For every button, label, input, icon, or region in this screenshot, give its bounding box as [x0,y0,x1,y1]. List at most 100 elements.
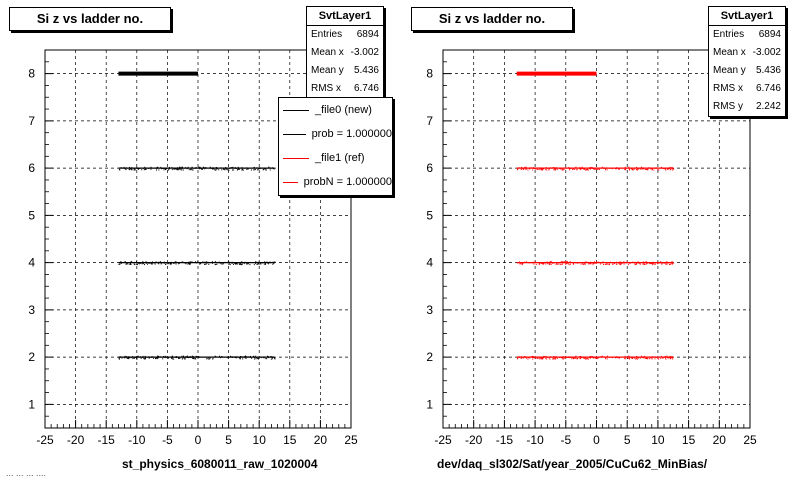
data-point [254,358,256,360]
data-point [230,355,232,357]
data-point [554,167,556,169]
data-point [256,357,258,359]
data-point [221,169,223,171]
data-point [639,168,641,170]
data-point [672,167,674,169]
data-point [647,358,649,360]
data-point [540,356,542,358]
data-point [173,168,175,170]
data-point [133,357,135,359]
data-point [209,356,211,358]
data-point [183,356,185,358]
data-point [226,356,228,358]
data-point [667,262,669,264]
data-point [605,167,607,169]
data-point [119,262,121,264]
data-point [565,261,567,263]
data-point [195,261,196,263]
data-point [572,169,574,171]
data-point [589,263,591,265]
data-point [199,166,201,168]
data-point [567,263,569,265]
data-point [214,355,216,357]
data-point [254,356,256,358]
data-point [554,358,556,360]
data-point [597,167,599,169]
data-point [244,356,246,358]
data-point [267,262,269,264]
data-point [650,357,652,359]
data-point [604,264,606,265]
data-point [634,264,636,266]
data-point [170,261,172,263]
data-point [603,264,605,265]
data-point [237,169,239,170]
data-point [231,261,233,263]
data-point [527,169,529,171]
data-point [661,263,663,265]
data-point [201,168,202,170]
data-point [646,262,648,264]
data-point [247,262,249,264]
data-point [120,167,122,169]
data-point [539,357,541,359]
data-point [199,356,201,358]
data-point [164,356,166,358]
data-point [164,355,166,357]
data-point [193,167,195,169]
data-point [233,263,234,265]
data-point [632,169,633,170]
x-tick-label: -15 [98,433,116,447]
data-point [575,166,577,168]
x-axis-title-right: dev/daq_sl302/Sat/year_2005/CuCu62_MinBi… [437,457,708,471]
data-point [544,356,546,357]
legend-entry: probN = 1.000000 [279,170,392,194]
data-point [148,167,150,169]
data-point [643,263,645,265]
data-point [231,262,233,264]
data-point [566,357,568,358]
data-point [255,261,257,263]
data-point [166,356,168,358]
data-point [628,168,630,170]
data-point [618,262,620,264]
data-point [618,356,619,358]
data-point [204,167,206,169]
data-point [130,357,132,359]
data-point [139,168,141,169]
data-point [616,167,618,169]
data-point [605,356,607,358]
data-point [156,356,158,358]
data-point [627,358,629,359]
data-point [138,168,140,169]
data-point [534,168,536,170]
data-point [669,264,671,265]
data-point [201,167,203,169]
data-point [160,166,162,168]
data-point [575,355,577,357]
data-point [187,166,189,168]
data-point [653,262,655,264]
data-point [548,263,550,265]
data-point [125,262,127,264]
data-point [625,262,627,264]
data-point [540,167,542,169]
data-point [154,262,156,264]
data-point [607,263,609,265]
data-point [184,358,186,360]
data-point [624,355,626,357]
data-point [191,355,193,357]
data-point [207,261,209,263]
data-point [244,262,246,263]
data-point [666,261,668,263]
data-point [552,167,554,169]
x-tick-label: 20 [314,433,328,447]
data-point [625,168,627,170]
data-point [218,169,220,171]
data-point [222,262,224,264]
data-point [156,166,158,168]
data-point [523,169,525,171]
data-point [631,357,632,359]
data-point [133,263,135,265]
data-point [144,358,146,360]
